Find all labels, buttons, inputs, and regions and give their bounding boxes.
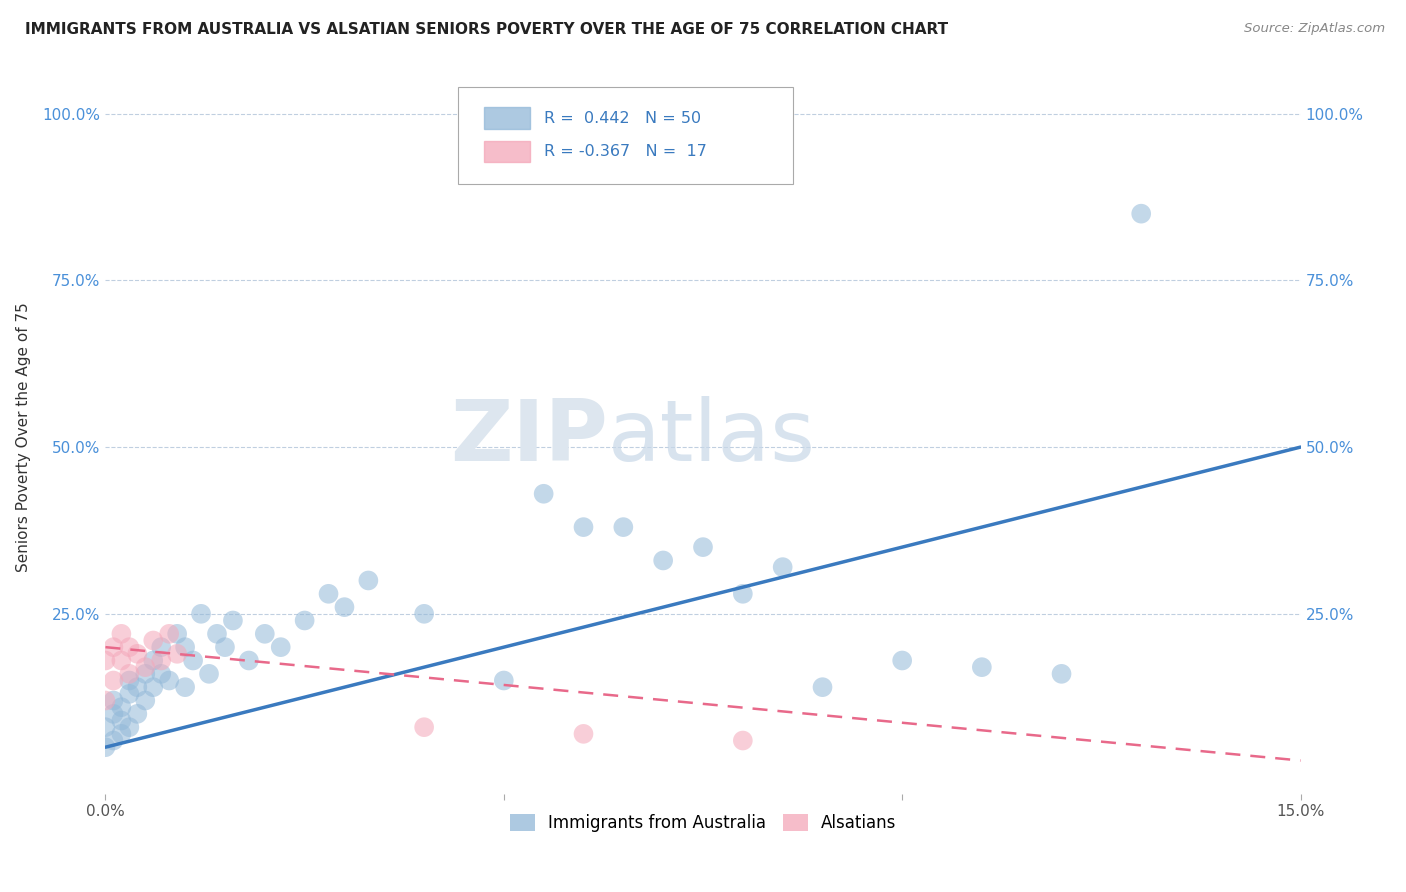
Point (118, 673, 141, 688)
Point (118, 666, 141, 681)
Legend: Immigrants from Australia, Alsatians: Immigrants from Australia, Alsatians (503, 807, 903, 839)
Point (772, 560, 794, 574)
Point (110, 627, 132, 641)
Point (357, 574, 380, 588)
Text: IMMIGRANTS FROM AUSTRALIA VS ALSATIAN SENIORS POVERTY OVER THE AGE OF 75 CORRELA: IMMIGRANTS FROM AUSTRALIA VS ALSATIAN SE… (25, 22, 949, 37)
Point (142, 633, 165, 648)
Point (110, 714, 132, 728)
Point (110, 700, 132, 714)
Point (103, 706, 125, 721)
Text: ZIP: ZIP (450, 395, 607, 479)
Point (572, 520, 595, 534)
Point (110, 727, 132, 741)
Point (157, 673, 180, 688)
Point (970, 660, 993, 674)
Point (891, 653, 914, 667)
Point (1050, 666, 1073, 681)
Point (533, 487, 555, 501)
Point (127, 706, 149, 721)
Point (214, 640, 236, 655)
Point (103, 693, 125, 707)
Point (413, 720, 436, 734)
Point (198, 666, 221, 681)
Point (253, 627, 276, 641)
Point (238, 653, 260, 667)
Point (190, 607, 212, 621)
Point (1130, 207, 1153, 221)
Point (134, 666, 156, 681)
Point (181, 653, 204, 667)
Text: R =  0.442   N = 50: R = 0.442 N = 50 (544, 111, 702, 126)
Point (110, 653, 132, 667)
Point (166, 627, 188, 641)
Point (118, 640, 141, 655)
Point (94, 693, 117, 707)
Point (692, 540, 714, 554)
Point (652, 553, 675, 567)
Point (811, 680, 834, 694)
Point (731, 587, 754, 601)
Text: Source: ZipAtlas.com: Source: ZipAtlas.com (1244, 22, 1385, 36)
Point (94, 720, 117, 734)
Point (612, 520, 634, 534)
Point (94, 740, 117, 755)
Point (118, 687, 141, 701)
Point (157, 627, 180, 641)
Point (142, 680, 165, 694)
Point (103, 733, 125, 747)
Point (127, 647, 149, 661)
Point (318, 587, 340, 601)
Text: atlas: atlas (607, 395, 815, 479)
FancyBboxPatch shape (458, 87, 793, 184)
Point (413, 607, 436, 621)
Point (127, 680, 149, 694)
Point (103, 673, 125, 688)
Bar (484, 107, 530, 128)
Point (94, 653, 117, 667)
Point (150, 640, 173, 655)
Point (118, 720, 141, 734)
Point (205, 627, 228, 641)
Bar (484, 141, 530, 162)
Point (222, 614, 245, 628)
Point (134, 660, 156, 674)
Point (150, 653, 173, 667)
Point (731, 733, 754, 747)
Point (492, 673, 515, 688)
Text: R = -0.367   N =  17: R = -0.367 N = 17 (544, 145, 707, 159)
Point (572, 727, 595, 741)
Point (174, 680, 197, 694)
Y-axis label: Seniors Poverty Over the Age of 75: Seniors Poverty Over the Age of 75 (17, 302, 31, 572)
Point (142, 653, 165, 667)
Point (166, 647, 188, 661)
Point (174, 640, 197, 655)
Point (270, 640, 292, 655)
Point (294, 614, 316, 628)
Point (103, 640, 125, 655)
Point (150, 666, 173, 681)
Point (333, 600, 356, 615)
Point (134, 693, 156, 707)
